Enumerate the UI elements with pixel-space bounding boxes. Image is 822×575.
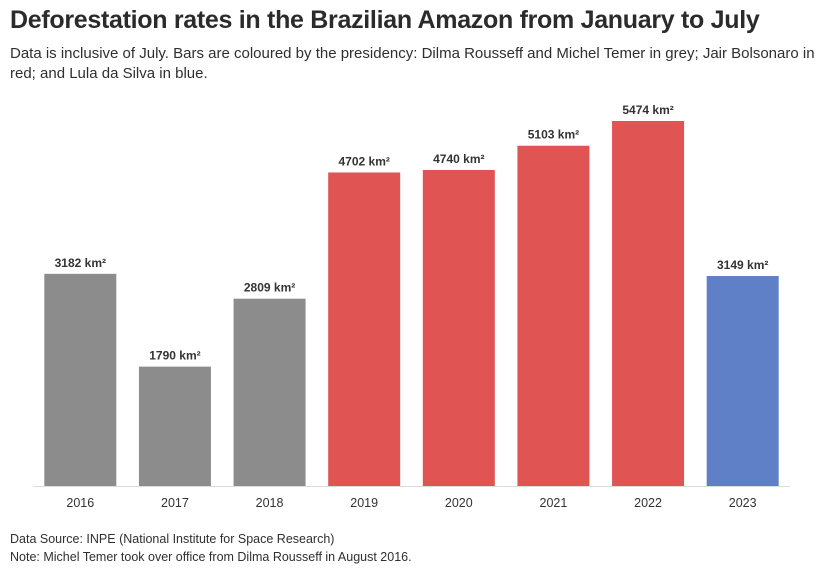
x-tick-label-2018: 2018	[256, 496, 284, 510]
x-tick-label-2022: 2022	[634, 496, 662, 510]
footnote: Note: Michel Temer took over office from…	[10, 550, 412, 564]
chart-title: Deforestation rates in the Brazilian Ama…	[10, 6, 760, 34]
data-label-2017: 1790 km²	[149, 349, 200, 363]
x-tick-label-2016: 2016	[66, 496, 94, 510]
data-label-2016: 3182 km²	[55, 256, 106, 270]
data-label-2023: 3149 km²	[717, 258, 768, 272]
chart-subtitle: Data is inclusive of July. Bars are colo…	[10, 45, 815, 82]
x-tick-label-2019: 2019	[350, 496, 378, 510]
data-label-2019: 4702 km²	[339, 154, 390, 168]
data-label-2022: 5474 km²	[622, 103, 673, 117]
bar-2020	[422, 169, 495, 487]
bar-2017	[138, 366, 211, 486]
bar-2022	[612, 121, 685, 486]
bar-2018	[233, 298, 306, 486]
data-source-note: Data Source: INPE (National Institute fo…	[10, 532, 335, 546]
data-label-2020: 4740 km²	[433, 152, 484, 166]
x-tick-label-2017: 2017	[161, 496, 189, 510]
x-tick-label-2020: 2020	[445, 496, 473, 510]
bar-2016	[44, 273, 117, 486]
x-tick-label-2023: 2023	[729, 496, 757, 510]
bar-2023	[706, 276, 779, 486]
bar-2021	[517, 145, 590, 486]
bar-2019	[328, 172, 401, 486]
data-label-2018: 2809 km²	[244, 281, 295, 295]
bar-chart: 3182 km² 2016 1790 km² 2017 2809 km² 2018 4702…	[33, 103, 790, 510]
x-tick-label-2021: 2021	[540, 496, 568, 510]
data-label-2021: 5103 km²	[528, 128, 579, 142]
